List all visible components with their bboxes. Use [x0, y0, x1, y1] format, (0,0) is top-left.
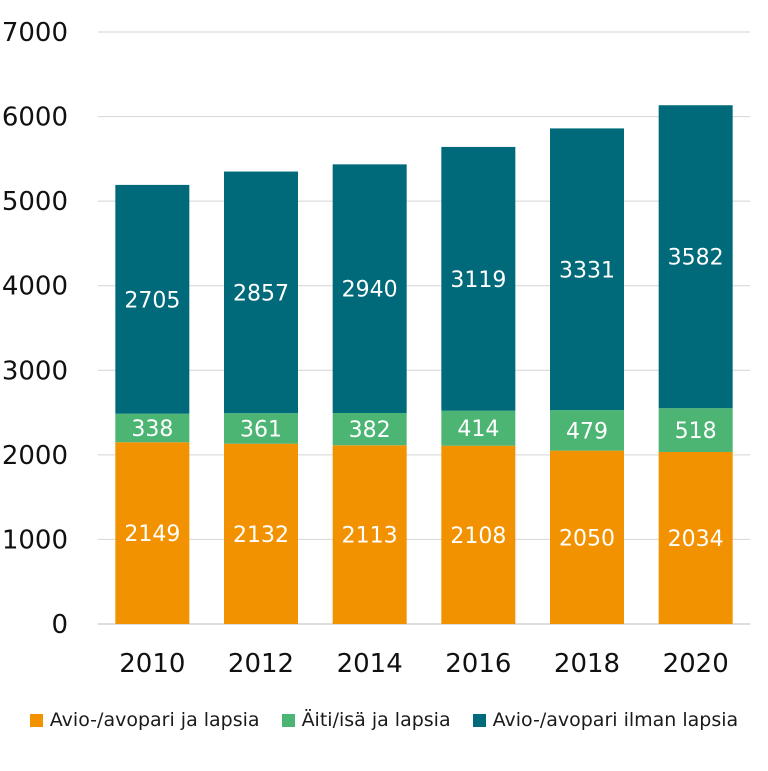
data-label: 2705 — [124, 288, 180, 313]
bars — [115, 105, 733, 624]
x-tick-label: 2018 — [554, 649, 620, 679]
data-labels: 2149 338 2705 2132 361 2857 2113 382 2940 2108 414… — [124, 246, 723, 552]
x-axis-ticks: 2010 2012 2014 2016 2018 2020 — [119, 649, 729, 679]
legend-item-aiti-isa-ja-lapsia: Äiti/isä ja lapsia — [281, 709, 451, 731]
bar-segment — [115, 413, 190, 443]
x-tick-label: 2014 — [337, 649, 403, 679]
data-label: 414 — [457, 417, 499, 442]
bar-segment — [441, 146, 516, 411]
data-label: 2108 — [450, 524, 506, 549]
bar-segment — [224, 413, 298, 444]
bar-segment — [224, 443, 298, 624]
data-label: 2149 — [124, 522, 180, 547]
y-tick-label: 4000 — [2, 272, 68, 302]
legend-label: Äiti/isä ja lapsia — [301, 709, 451, 731]
x-tick-label: 2020 — [663, 649, 729, 679]
bar-segment — [550, 410, 624, 451]
y-tick-label: 6000 — [2, 103, 68, 133]
y-tick-label: 7000 — [2, 18, 68, 48]
bar-segment — [332, 445, 407, 624]
legend-label: Avio-/avopari ilman lapsia — [492, 709, 739, 731]
data-label: 361 — [240, 417, 282, 442]
y-axis-ticks: 0 1000 2000 3000 4000 5000 6000 7000 — [2, 18, 68, 640]
data-label: 2940 — [342, 278, 398, 303]
y-tick-label: 0 — [51, 610, 68, 640]
bar-segment — [658, 451, 733, 624]
data-label: 2857 — [233, 281, 289, 306]
data-label: 2050 — [559, 526, 615, 551]
legend-swatch — [29, 713, 43, 727]
bar-segment — [658, 105, 733, 409]
gridlines — [98, 31, 750, 625]
bar-segment — [332, 412, 407, 446]
data-label: 338 — [131, 417, 173, 442]
y-tick-label: 2000 — [2, 441, 68, 471]
bar-segment — [115, 442, 190, 624]
data-label: 3582 — [668, 246, 724, 271]
data-label: 479 — [566, 419, 608, 444]
bar-segment — [224, 171, 298, 414]
y-tick-label: 3000 — [2, 356, 68, 386]
bar-segment — [658, 408, 733, 452]
data-label: 2034 — [668, 527, 724, 552]
legend-swatch — [281, 713, 295, 727]
x-tick-label: 2010 — [119, 649, 185, 679]
data-label: 2132 — [233, 523, 289, 548]
data-label: 382 — [349, 418, 391, 443]
bar-segment — [441, 445, 516, 624]
bar-segment — [441, 410, 516, 446]
data-label: 3331 — [559, 258, 615, 283]
stacked-bar-chart: 0 1000 2000 3000 4000 5000 6000 7000 2149 338 270… — [2, 18, 750, 679]
legend-swatch — [472, 713, 486, 727]
legend: Avio-/avopari ja lapsia Äiti/isä ja laps… — [0, 700, 768, 740]
data-label: 2113 — [342, 524, 398, 549]
x-tick-label: 2016 — [445, 649, 511, 679]
y-tick-label: 1000 — [2, 525, 68, 555]
bar-segment — [332, 164, 407, 413]
y-tick-label: 5000 — [2, 187, 68, 217]
legend-item-avio-avopari-ja-lapsia: Avio-/avopari ja lapsia — [29, 709, 260, 731]
x-tick-label: 2012 — [228, 649, 294, 679]
bar-segment — [550, 128, 624, 411]
bar-segment — [550, 450, 624, 624]
data-label: 518 — [675, 419, 717, 444]
bar-segment — [115, 184, 190, 414]
data-label: 3119 — [450, 268, 506, 293]
legend-item-avio-avopari-ilman-lapsia: Avio-/avopari ilman lapsia — [472, 709, 739, 731]
legend-label: Avio-/avopari ja lapsia — [49, 709, 260, 731]
